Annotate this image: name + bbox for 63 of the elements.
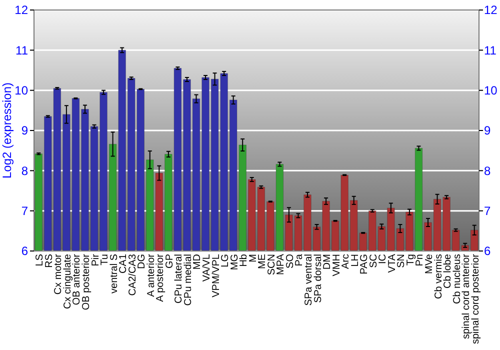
x-tick-label: Cx cingulate: [62, 254, 74, 310]
x-tick-label: DM: [322, 254, 334, 270]
x-tick-label: VPM/VPL: [210, 254, 222, 298]
y2-tick-label: 11: [484, 43, 497, 58]
y-tick-label: 10: [14, 84, 28, 98]
x-tick-label: Cb lobe: [442, 254, 454, 288]
x-tick-label: Pa: [294, 254, 306, 266]
x-tick-label: Pn: [414, 254, 426, 266]
x-tick-label: GP: [164, 254, 176, 268]
x-tick-label: CA2/CA3: [127, 254, 138, 296]
y2-tick-label: 12: [484, 3, 498, 18]
x-tick-label: A anterior: [146, 253, 157, 297]
y-tick-label: 6: [21, 244, 28, 258]
x-tick-label: LG: [220, 254, 232, 268]
x-tick-label: MD: [192, 254, 204, 270]
x-tick-label: SCN: [266, 254, 278, 276]
x-tick-label: DG: [136, 254, 148, 269]
x-tick-label: M: [248, 254, 259, 262]
x-tick-label: IC: [378, 254, 389, 264]
x-tick-label: Tg: [405, 254, 416, 266]
x-tick-label: Cb vermis: [433, 254, 444, 300]
x-tick-label: spinal cord posterior: [470, 253, 482, 344]
x-tick-label: RS: [44, 254, 55, 268]
x-tick-label: MG: [229, 254, 240, 270]
x-tick-label: OB anterior: [72, 253, 83, 306]
x-tick-label: Cx motor: [53, 253, 64, 295]
x-tick-label: LH: [350, 254, 361, 267]
y-tick-label: 7: [21, 204, 28, 218]
x-tick-label: VA/VL: [202, 254, 213, 282]
x-tick-label: Pir: [90, 253, 102, 266]
x-tick-label: SN: [396, 254, 408, 268]
x-tick-label: LS: [34, 254, 46, 266]
x-tick-label: Tu: [100, 254, 111, 266]
x-tick-label: CA1: [118, 254, 130, 274]
y2-tick-label: 7: [484, 204, 491, 218]
y2-tick-label: 8: [484, 164, 491, 178]
x-tick-label: Hb: [238, 254, 250, 267]
y-axis-title: Log2 (expression): [0, 82, 14, 179]
x-tick-label: MPA: [276, 254, 287, 275]
x-tick-label: SPa ventral: [303, 254, 314, 306]
x-tick-label: ME: [257, 254, 268, 269]
x-tick-label: A posterior: [155, 253, 166, 302]
x-tick-label: spinal cord anterior: [461, 253, 472, 340]
y2-tick-label: 6: [484, 244, 491, 258]
y-tick-label: 8: [21, 164, 28, 178]
y-tick-label: 11: [16, 43, 28, 58]
y2-tick-label: 9: [484, 124, 491, 138]
x-tick-label: OB posterior: [80, 253, 92, 310]
x-tick-label: VTA: [386, 254, 398, 273]
x-tick-label: SPa dorsal: [312, 254, 324, 303]
x-tick-label: VMH: [331, 254, 342, 276]
x-tick-label: Cb nucleus: [452, 254, 463, 304]
y2-tick-label: 10: [484, 84, 498, 98]
x-tick-label: Arc: [340, 254, 352, 269]
x-tick-label: CPu medial: [182, 254, 194, 306]
x-tick-label: CPu lateral: [174, 254, 185, 304]
x-tick-label: SC: [368, 254, 380, 268]
x-tick-label: SO: [284, 254, 296, 268]
y-tick-label: 12: [14, 3, 28, 18]
x-tick-label: MVe: [424, 254, 436, 274]
x-tick-label: PAG: [359, 254, 370, 274]
x-tick-label: ventral S: [108, 254, 120, 294]
y-tick-label: 9: [21, 124, 28, 138]
